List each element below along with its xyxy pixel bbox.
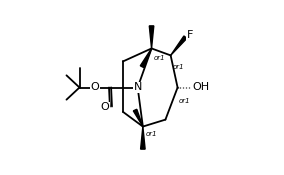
Text: OH: OH [192,82,209,93]
Polygon shape [149,26,154,48]
Text: or1: or1 [172,64,184,70]
Text: or1: or1 [153,55,165,61]
Polygon shape [133,109,143,127]
Text: O: O [90,82,99,93]
Polygon shape [171,36,187,55]
Text: or1: or1 [178,97,190,104]
Polygon shape [140,48,152,68]
Text: F: F [187,30,193,40]
Text: O: O [100,103,109,113]
Text: or1: or1 [145,131,157,137]
Polygon shape [141,127,145,149]
Text: N: N [133,82,142,93]
